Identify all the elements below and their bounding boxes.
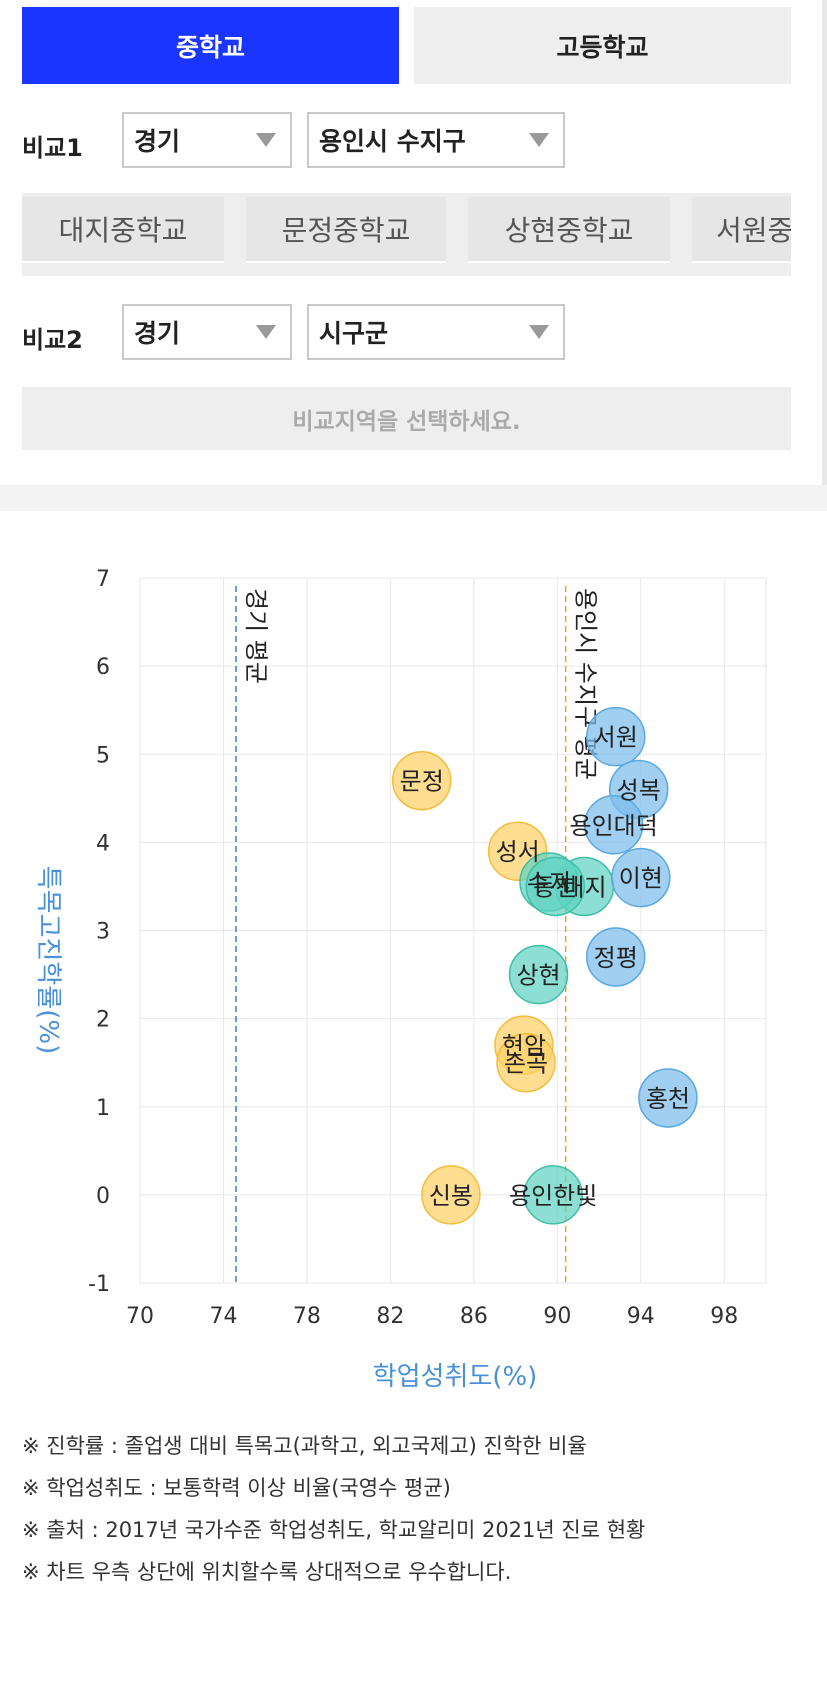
x-tick-label: 82: [376, 1304, 404, 1329]
tab-high-school[interactable]: 고등학교: [414, 7, 791, 84]
compare2-district-value: 시구군: [319, 319, 389, 348]
data-point-label: 상현: [516, 962, 560, 990]
y-axis-label: 특목고진학률(%): [33, 866, 63, 1055]
compare2-district-select[interactable]: 시구군: [307, 304, 565, 360]
data-point-label: 현암: [502, 1032, 546, 1060]
y-tick-label: -1: [88, 1272, 110, 1297]
compare1-district-select[interactable]: 용인시 수지구: [307, 112, 565, 168]
section-divider: [0, 485, 827, 511]
compare1-label: 비교1: [22, 134, 83, 162]
data-point: [583, 795, 644, 855]
data-point-label: 홍천: [646, 1085, 690, 1113]
chevron-down-icon: [256, 325, 276, 339]
x-tick-label: 74: [209, 1304, 237, 1329]
y-tick-label: 4: [96, 831, 110, 856]
chevron-down-icon: [529, 133, 549, 147]
note-line: ※ 차트 우측 상단에 위치할수록 상대적으로 우수합니다.: [22, 1560, 512, 1584]
compare1-region-select[interactable]: 경기: [122, 112, 292, 168]
data-point: [523, 1165, 583, 1225]
data-point-label: 서원: [594, 724, 638, 752]
data-point-label: 동천: [533, 873, 577, 901]
y-tick-label: 6: [96, 655, 110, 680]
school-chip-list: 대지중학교 문정중학교 상현중학교 서원중: [22, 193, 791, 276]
data-point-label: 성서: [496, 838, 540, 866]
data-point: [508, 944, 569, 1005]
reference-line-label: 경기 평균: [242, 588, 270, 684]
compare1-region-value: 경기: [134, 127, 181, 156]
note-line: ※ 학업성취도 : 보통학력 이상 비율(국영수 평균): [22, 1476, 451, 1500]
x-tick-label: 90: [543, 1304, 571, 1329]
data-point-label: 이현: [619, 865, 663, 893]
compare2-label: 비교2: [22, 326, 83, 354]
data-point: [391, 750, 452, 811]
data-point-label: 문정: [400, 768, 444, 796]
x-tick-label: 94: [627, 1304, 655, 1329]
school-chip[interactable]: 문정중학교: [246, 197, 446, 261]
note-line: ※ 진학률 : 졸업생 대비 특목고(과학고, 외고국제고) 진학한 비율: [22, 1434, 587, 1458]
x-tick-label: 78: [293, 1304, 321, 1329]
data-point-label: 대지: [562, 873, 606, 901]
data-point: [496, 1032, 556, 1093]
x-tick-label: 86: [460, 1304, 488, 1329]
chevron-down-icon: [529, 325, 549, 339]
y-tick-label: 5: [96, 743, 110, 768]
x-tick-label: 70: [126, 1304, 154, 1329]
compare1-district-value: 용인시 수지구: [319, 127, 466, 156]
compare2-notice[interactable]: 비교지역을 선택하세요.: [22, 387, 791, 450]
y-tick-label: 1: [96, 1096, 110, 1121]
compare2-region-select[interactable]: 경기: [122, 304, 292, 360]
data-point-label: 손곡: [504, 1050, 548, 1078]
school-chip-label: 대지중학교: [58, 214, 188, 247]
y-tick-label: 7: [96, 567, 110, 592]
data-point-label: 수지: [527, 869, 571, 897]
x-axis-label: 학업성취도(%): [373, 1362, 538, 1392]
school-chip[interactable]: 대지중학교: [22, 197, 224, 261]
data-point: [421, 1165, 481, 1225]
data-point-label: 신봉: [429, 1182, 473, 1210]
tab-middle-school[interactable]: 중학교: [22, 7, 399, 84]
scatter-chart: 경기 평균 용인시 수지구 평균 문정성서현암손곡신봉대지수지동천상현용인한빛서원…: [33, 567, 767, 1392]
compare2-region-value: 경기: [134, 319, 181, 348]
school-chip[interactable]: 서원중: [692, 197, 791, 261]
data-point-label: 용인대덕: [570, 812, 658, 840]
y-tick-label: 2: [96, 1008, 110, 1033]
school-chip-label: 상현중학교: [504, 214, 634, 247]
scrollbar[interactable]: [822, 0, 827, 485]
y-tick-label: 0: [96, 1184, 110, 1209]
filter-panel: 중학교 고등학교 비교1 경기 용인시 수지구 대지중학교 문정중학교 상현중학…: [0, 0, 827, 485]
data-point: [525, 856, 585, 917]
chart-grid: [139, 577, 767, 1284]
school-chip[interactable]: 상현중학교: [468, 197, 670, 261]
school-chip-label: 문정중학교: [281, 214, 411, 247]
chevron-down-icon: [256, 133, 276, 147]
note-line: ※ 출처 : 2017년 국가수준 학업성취도, 학교알리미 2021년 진로 …: [22, 1518, 646, 1542]
data-point-label: 용인한빛: [509, 1182, 597, 1210]
data-point: [611, 847, 671, 908]
axis-ticks: 70 74 78 82 86 90 94 98 7 6 5 4 3 2 1 0 -1: [88, 567, 738, 1329]
x-tick-label: 98: [710, 1304, 738, 1329]
data-point-label: 성복: [617, 777, 661, 805]
school-chip-label: 서원중: [716, 214, 791, 247]
data-point: [586, 706, 646, 767]
data-point: [586, 927, 646, 987]
y-tick-label: 3: [96, 920, 110, 945]
data-point: [638, 1068, 698, 1128]
data-point-label: 정평: [594, 944, 638, 972]
